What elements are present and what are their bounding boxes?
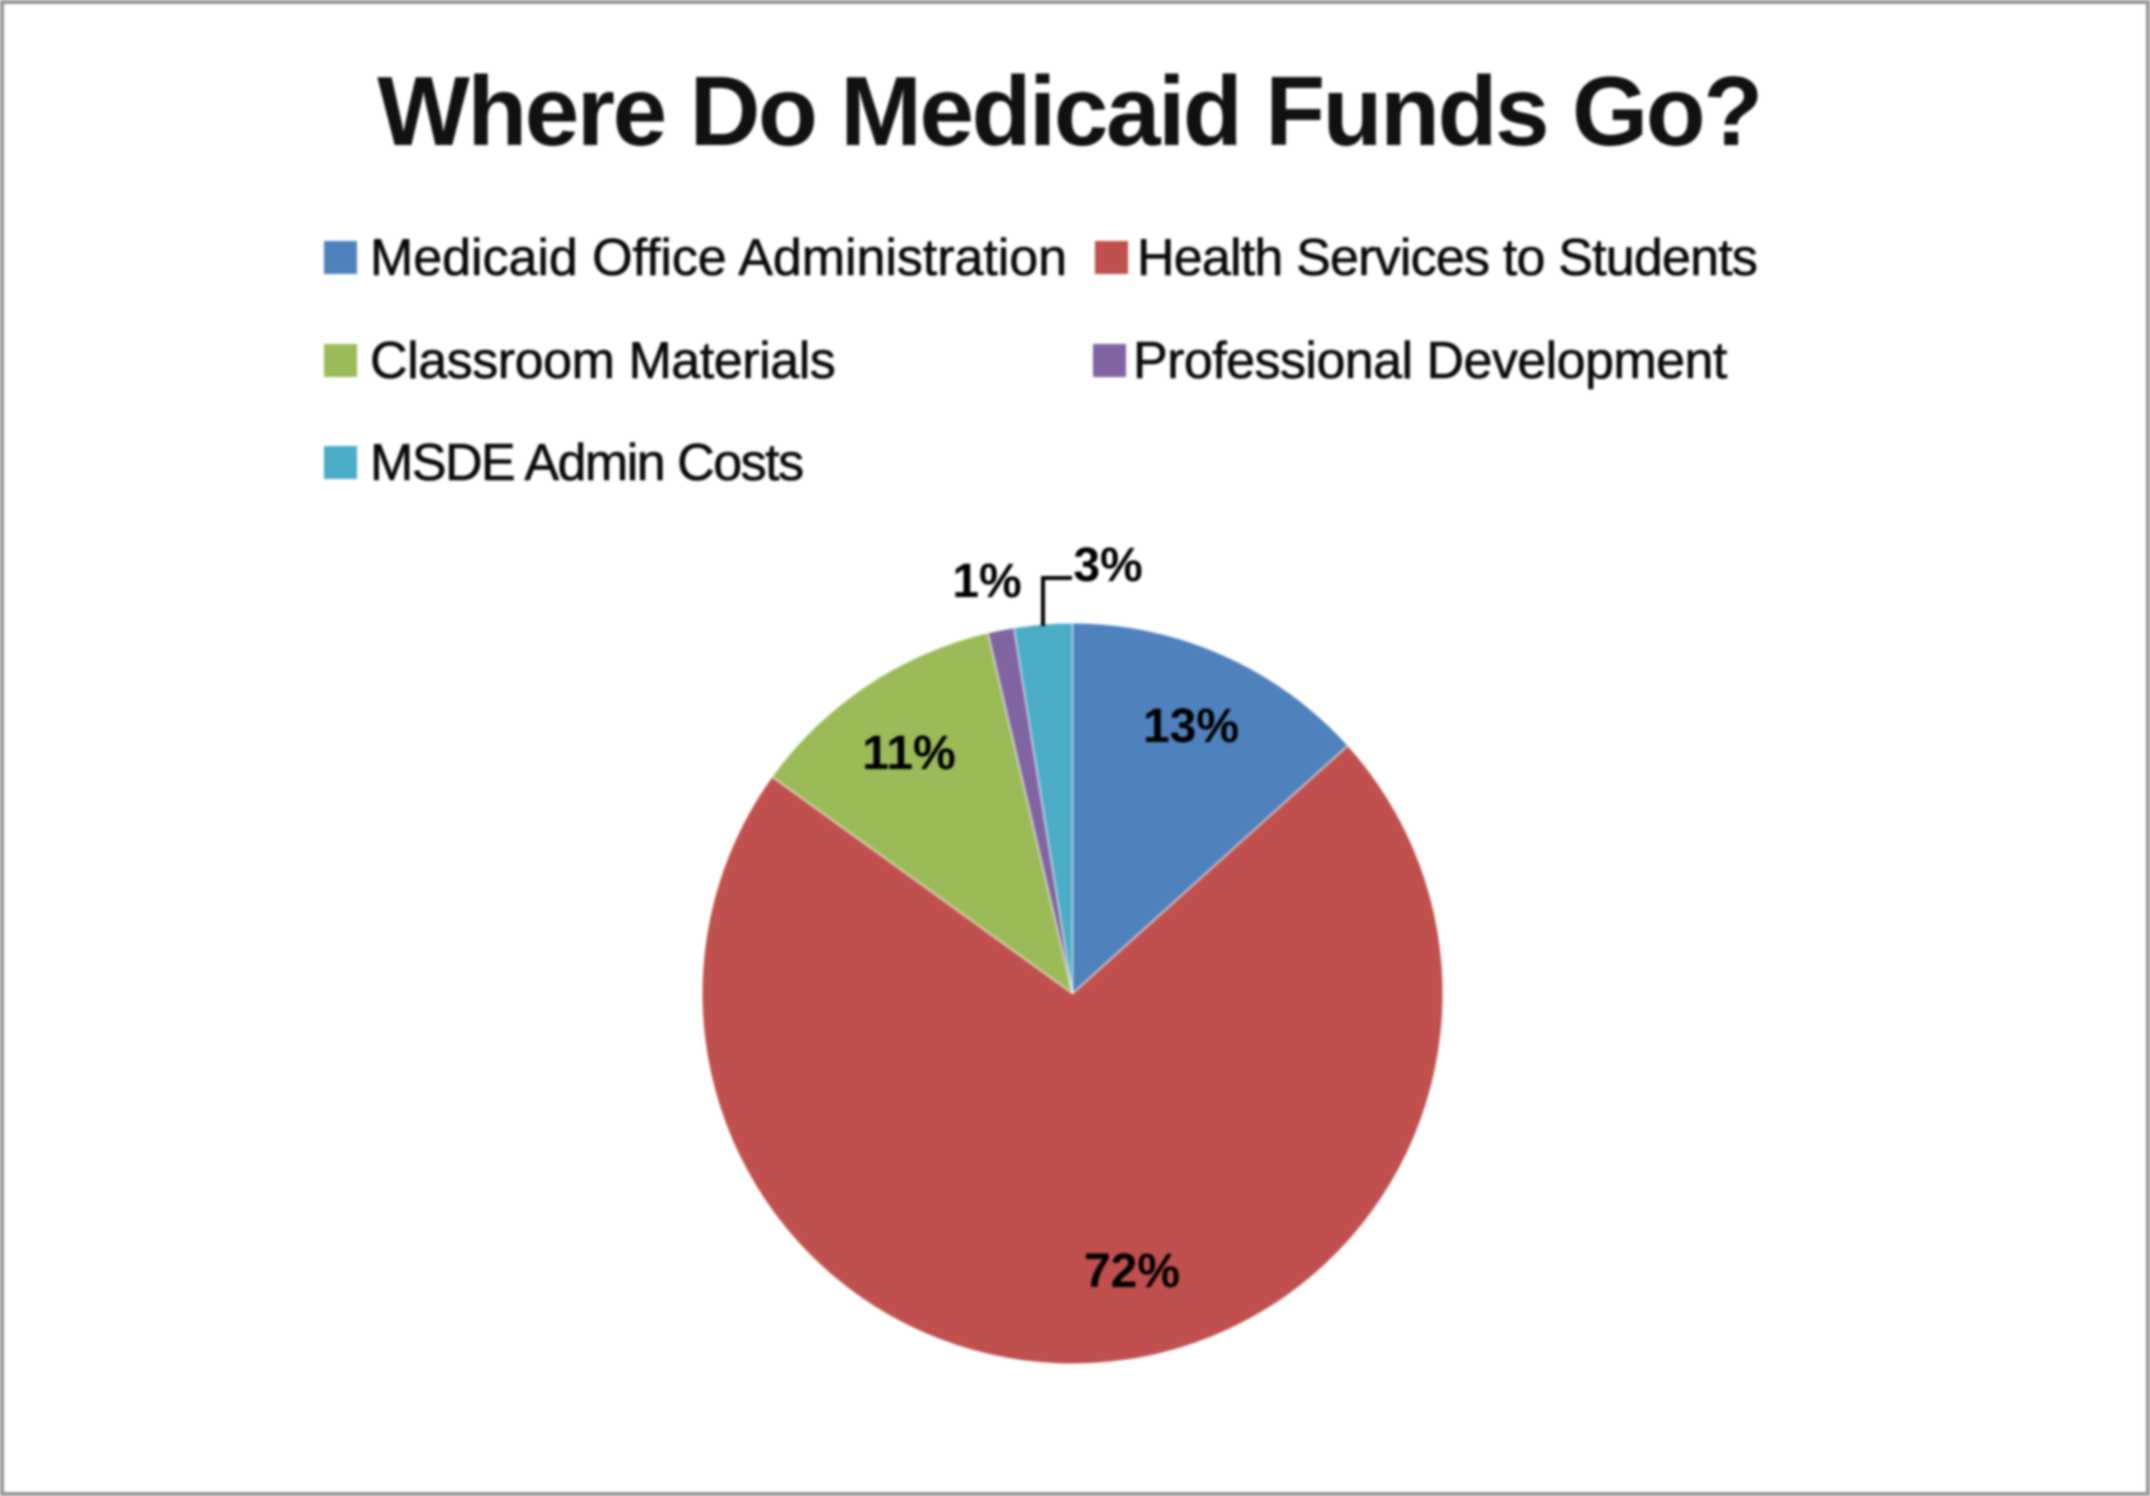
svg-text:3%: 3% [1073,539,1142,592]
svg-text:13%: 13% [1143,700,1239,753]
svg-text:1%: 1% [952,555,1021,608]
svg-text:11%: 11% [862,727,955,780]
svg-text:72%: 72% [1084,1245,1180,1298]
